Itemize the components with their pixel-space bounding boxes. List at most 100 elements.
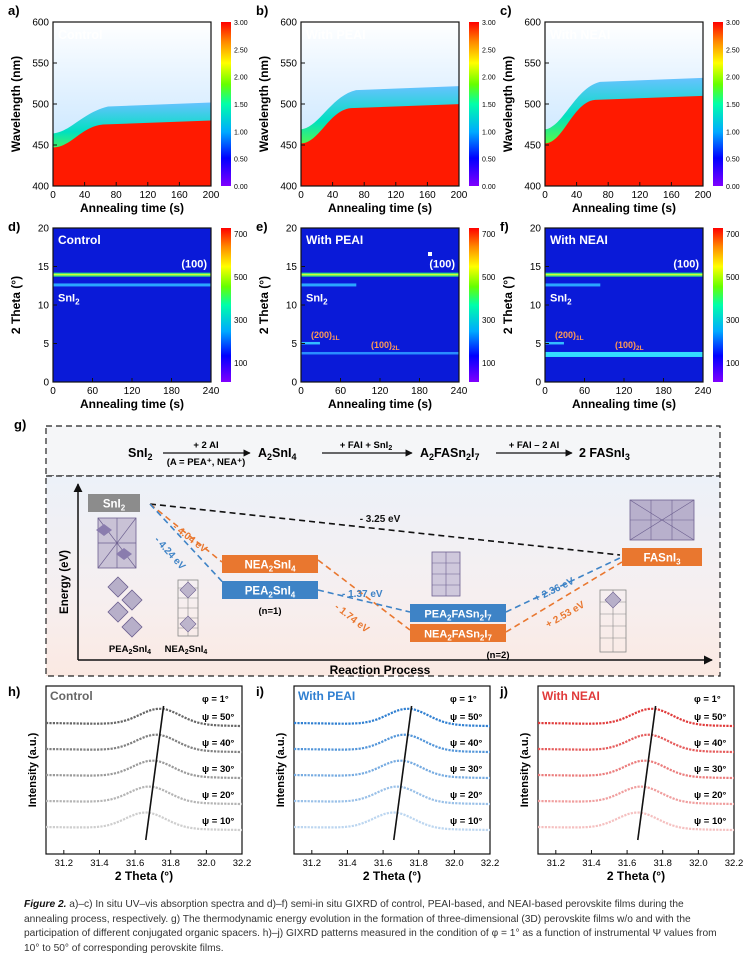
diffraction-trace: [46, 811, 242, 832]
diffraction-trace: [538, 811, 734, 832]
label-sni2: SnI2: [306, 292, 328, 306]
level-nea2fasn2i7: NEA2FASn2I7: [410, 624, 506, 643]
x-tick-label: 32.0: [689, 858, 708, 869]
phi-label: φ = 1°: [450, 694, 477, 705]
band-200-1l: [301, 341, 320, 345]
x-tick-label: 160: [419, 190, 436, 201]
y-tick-label: 400: [32, 182, 49, 193]
x-tick-label: 0: [298, 190, 304, 201]
x-tick-label: 0: [298, 386, 304, 397]
gixrd-panel: f) With NEAI (100) SnI2 (200)1L (100)2L 0 5 10 15…: [500, 222, 740, 411]
peak-shift-line: [144, 705, 165, 841]
diffraction-trace: [46, 785, 242, 806]
svg-text:FASnI3: FASnI3: [643, 553, 681, 567]
x-tick-label: 0: [50, 190, 56, 201]
heatmap-background: [53, 228, 211, 382]
x-tick-label: 31.6: [374, 858, 393, 869]
panel-tag: With PEAI: [298, 689, 355, 703]
colorbar-tick: 0.50: [482, 157, 496, 164]
level-pea2fasn2i7: PEA2FASn2I7: [410, 604, 506, 623]
svg-text:A2SnI4: A2SnI4: [258, 446, 297, 462]
psi-label: ψ = 30°: [694, 764, 727, 775]
x-tick-label: 31.6: [126, 858, 145, 869]
crystal-structure-pea2fasn2i7-icon: [431, 551, 461, 597]
heatmap-background: [301, 228, 459, 382]
y-tick-label: 10: [530, 301, 542, 312]
panel-tag: With NEAI: [550, 233, 608, 247]
y-tick-label: 500: [32, 100, 49, 111]
diffraction-trace: [46, 707, 242, 728]
band-100-2l: [545, 351, 703, 357]
colorbar-tick: 3.00: [234, 20, 248, 27]
uvvis-panel: a) Control 400 450 500 550 600 0 40 80 120 160 200 An…: [8, 3, 248, 215]
x-tick-label: 31.4: [582, 858, 601, 869]
x-tick-label: 32.2: [233, 858, 252, 869]
panel-letter: i): [256, 684, 264, 699]
y-tick-label: 0: [43, 378, 49, 389]
x-tick-label: 240: [451, 386, 468, 397]
x-tick-label: 60: [335, 386, 347, 397]
x-tick-label: 240: [695, 386, 712, 397]
colorbar-tick: 2.50: [234, 47, 248, 54]
x-tick-label: 120: [631, 190, 648, 201]
process-axis-label: Reaction Process: [330, 663, 431, 677]
y-tick-label: 400: [524, 182, 541, 193]
diffraction-trace: [294, 707, 490, 728]
y-tick-label: 550: [280, 59, 297, 70]
y-tick-label: 600: [524, 18, 541, 29]
y-tick-label: 600: [280, 18, 297, 29]
diffraction-trace: [46, 733, 242, 754]
phi-label: φ = 1°: [694, 694, 721, 705]
y-tick-label: 20: [286, 224, 298, 235]
crystal-structure-pea2sni4-icon: [107, 576, 143, 638]
x-axis-label: 2 Theta (°): [607, 869, 665, 883]
y-tick-label: 500: [524, 100, 541, 111]
colorbar-tick: 100: [482, 359, 496, 368]
svg-text:A2FASn2I7: A2FASn2I7: [420, 446, 480, 462]
colorbar-tick: 0.00: [726, 184, 740, 191]
svg-text:PEA2SnI4: PEA2SnI4: [245, 586, 296, 600]
x-axis-label: 2 Theta (°): [115, 869, 173, 883]
x-axis-label: Annealing time (s): [328, 201, 432, 215]
colorbar-tick: 300: [726, 316, 740, 325]
phi-label: φ = 1°: [202, 694, 229, 705]
x-tick-label: 40: [327, 190, 339, 201]
x-tick-label: 40: [79, 190, 91, 201]
level-pea2sni4: PEA2SnI4: [222, 581, 318, 600]
x-tick-label: 0: [542, 190, 548, 201]
y-tick-label: 600: [32, 18, 49, 29]
colorbar-tick: 500: [482, 273, 496, 282]
absorption-region: [301, 104, 459, 186]
panel-letter: c): [500, 3, 512, 18]
svg-text:PEA2FASn2I7: PEA2FASn2I7: [424, 609, 492, 623]
y-tick-label: 10: [38, 301, 50, 312]
psi-label: ψ = 30°: [450, 764, 483, 775]
colorbar-tick: 1.00: [726, 129, 740, 136]
label-sni2: SnI2: [550, 292, 572, 306]
colorbar: [469, 22, 479, 186]
diffraction-trace: [294, 759, 490, 780]
x-tick-label: 32.0: [445, 858, 464, 869]
psi-label: ψ = 20°: [202, 790, 235, 801]
x-tick-label: 80: [359, 190, 371, 201]
x-tick-label: 120: [124, 386, 141, 397]
x-tick-label: 31.8: [409, 858, 428, 869]
colorbar-tick: 1.50: [482, 102, 496, 109]
diffraction-trace: [538, 733, 734, 754]
y-axis-label: Wavelength (nm): [257, 56, 271, 152]
colorbar-tick: 1.50: [234, 102, 248, 109]
colorbar-tick: 700: [234, 230, 248, 239]
absorption-region: [53, 120, 211, 186]
x-tick-label: 0: [50, 386, 56, 397]
y-tick-label: 450: [524, 141, 541, 152]
x-axis-label: Annealing time (s): [572, 201, 676, 215]
colorbar: [469, 228, 479, 382]
x-tick-label: 40: [571, 190, 583, 201]
n2-label: (n=2): [487, 650, 510, 661]
colorbar-tick: 2.00: [726, 75, 740, 82]
x-tick-label: 200: [695, 190, 712, 201]
caption-pea2sni4: PEA2SnI4: [109, 644, 151, 656]
x-tick-label: 180: [655, 386, 672, 397]
level-sni2: SnI2: [88, 494, 140, 513]
